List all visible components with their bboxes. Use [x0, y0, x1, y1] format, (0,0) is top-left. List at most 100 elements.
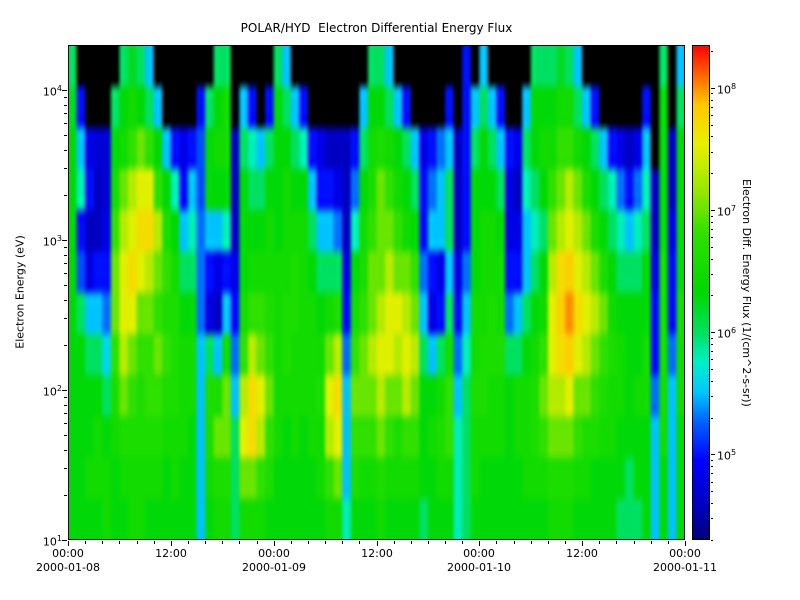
colorbar-minor-tick [711, 491, 713, 492]
x-minor-tick [616, 541, 617, 544]
colorbar-tick-label: 107 [717, 204, 737, 219]
y-minor-tick [64, 435, 67, 436]
x-tick [171, 541, 172, 546]
y-tick [62, 240, 67, 241]
colorbar-tick [711, 210, 715, 211]
colorbar-tick [711, 332, 715, 333]
y-tick-label: 102 [42, 384, 62, 399]
colorbar-minor-tick [711, 381, 713, 382]
colorbar-gradient [692, 45, 710, 540]
x-tick [68, 541, 69, 546]
x-minor-tick [205, 541, 206, 544]
x-minor-tick [462, 541, 463, 544]
colorbar-minor-tick [711, 274, 713, 275]
x-minor-tick [257, 541, 258, 544]
x-minor-tick [102, 541, 103, 544]
x-minor-tick [342, 541, 343, 544]
x-minor-tick [634, 541, 635, 544]
x-minor-tick [325, 541, 326, 544]
colorbar-minor-tick [711, 216, 713, 217]
x-minor-tick [222, 541, 223, 544]
x-tick-label: 00:00 [463, 547, 495, 560]
x-tick [685, 541, 686, 546]
y-minor-tick [64, 273, 67, 274]
y-minor-tick [64, 113, 67, 114]
y-minor-tick [64, 263, 67, 264]
y-minor-tick [64, 413, 67, 414]
colorbar-minor-tick [711, 466, 713, 467]
x-tick-label: 00:00 [258, 547, 290, 560]
y-minor-tick [64, 450, 67, 451]
y-minor-tick [64, 285, 67, 286]
colorbar-minor-tick [711, 540, 713, 541]
y-minor-tick [64, 468, 67, 469]
y-tick [62, 390, 67, 391]
colorbar-minor-tick [711, 115, 713, 116]
colorbar-minor-tick [711, 359, 713, 360]
x-date-label: 2000-01-10 [447, 561, 511, 574]
x-minor-tick [668, 541, 669, 544]
y-minor-tick [64, 423, 67, 424]
colorbar-minor-tick [711, 51, 713, 52]
y-minor-tick [64, 135, 67, 136]
colorbar-minor-tick [711, 93, 713, 94]
colorbar-minor-tick [711, 259, 713, 260]
x-tick-label: 00:00 [52, 547, 84, 560]
colorbar-minor-tick [711, 482, 713, 483]
colorbar-tick-label: 108 [717, 82, 737, 97]
x-tick [274, 541, 275, 546]
colorbar-minor-tick [711, 125, 713, 126]
colorbar-minor-tick [711, 369, 713, 370]
spectrogram-canvas [68, 45, 685, 540]
y-minor-tick [64, 495, 67, 496]
x-minor-tick [188, 541, 189, 544]
x-date-label: 2000-01-09 [242, 561, 306, 574]
x-minor-tick [428, 541, 429, 544]
x-minor-tick [394, 541, 395, 544]
y-minor-tick [64, 195, 67, 196]
y-minor-tick [64, 318, 67, 319]
colorbar-tick-label: 105 [717, 448, 737, 463]
y-tick [62, 540, 67, 541]
chart-title: POLAR/HYD Electron Differential Energy F… [240, 21, 513, 35]
x-minor-tick [308, 541, 309, 544]
y-tick-label: 103 [42, 234, 62, 249]
colorbar-minor-tick [711, 107, 713, 108]
colorbar-minor-tick [711, 503, 713, 504]
colorbar-minor-tick [711, 222, 713, 223]
colorbar-minor-tick [711, 247, 713, 248]
x-minor-tick [85, 541, 86, 544]
x-tick [582, 541, 583, 546]
y-tick [62, 90, 67, 91]
x-minor-tick [548, 541, 549, 544]
x-date-label: 2000-01-08 [36, 561, 100, 574]
colorbar-tick [711, 88, 715, 89]
x-minor-tick [565, 541, 566, 544]
y-minor-tick [64, 168, 67, 169]
colorbar-minor-tick [711, 136, 713, 137]
colorbar-minor-tick [711, 460, 713, 461]
x-tick-label: 12:00 [155, 547, 187, 560]
colorbar-minor-tick [711, 229, 713, 230]
y-minor-tick [64, 97, 67, 98]
x-date-label: 2000-01-11 [653, 561, 717, 574]
colorbar-minor-tick [711, 396, 713, 397]
x-minor-tick [239, 541, 240, 544]
x-minor-tick [496, 541, 497, 544]
x-minor-tick [514, 541, 515, 544]
y-minor-tick [64, 397, 67, 398]
y-minor-tick [64, 405, 67, 406]
colorbar-tick [711, 454, 715, 455]
x-minor-tick [137, 541, 138, 544]
y-minor-tick [64, 123, 67, 124]
colorbar-minor-tick [711, 173, 713, 174]
y-minor-tick [64, 105, 67, 106]
colorbar-minor-tick [711, 295, 713, 296]
colorbar-minor-tick [711, 344, 713, 345]
y-minor-tick [64, 150, 67, 151]
y-tick-label: 104 [42, 84, 62, 99]
x-tick-label: 00:00 [669, 547, 701, 560]
colorbar-minor-tick [711, 100, 713, 101]
x-tick-label: 12:00 [566, 547, 598, 560]
